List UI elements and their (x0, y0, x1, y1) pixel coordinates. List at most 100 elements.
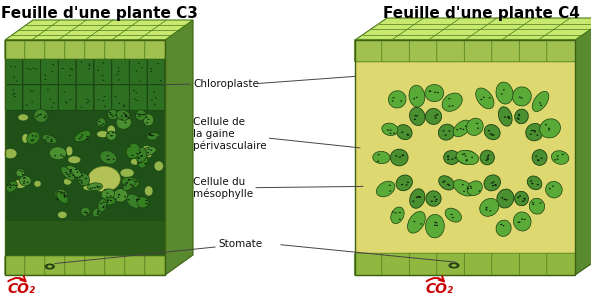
Ellipse shape (64, 196, 66, 197)
Ellipse shape (102, 80, 104, 81)
Polygon shape (575, 18, 591, 275)
Ellipse shape (137, 157, 139, 159)
Ellipse shape (137, 113, 139, 115)
Ellipse shape (99, 121, 100, 122)
Ellipse shape (137, 100, 138, 101)
Ellipse shape (80, 180, 83, 181)
Ellipse shape (492, 181, 495, 183)
Ellipse shape (465, 126, 467, 127)
Ellipse shape (125, 114, 126, 115)
Ellipse shape (111, 114, 113, 115)
Ellipse shape (447, 156, 449, 158)
Ellipse shape (429, 91, 431, 92)
Ellipse shape (44, 75, 46, 76)
Ellipse shape (136, 200, 138, 201)
Ellipse shape (484, 124, 500, 140)
FancyBboxPatch shape (410, 253, 438, 276)
Ellipse shape (532, 91, 549, 111)
Ellipse shape (103, 96, 105, 97)
Ellipse shape (106, 196, 108, 198)
Ellipse shape (138, 157, 139, 159)
Ellipse shape (147, 152, 149, 153)
Ellipse shape (118, 71, 120, 72)
Ellipse shape (152, 135, 154, 136)
Ellipse shape (485, 208, 488, 210)
Ellipse shape (527, 176, 542, 190)
Ellipse shape (151, 68, 152, 69)
Ellipse shape (393, 132, 395, 134)
FancyBboxPatch shape (125, 40, 145, 59)
Ellipse shape (471, 157, 473, 158)
Ellipse shape (108, 199, 109, 200)
Ellipse shape (86, 138, 89, 140)
Ellipse shape (72, 175, 74, 176)
Ellipse shape (141, 155, 143, 156)
Ellipse shape (453, 180, 474, 196)
Ellipse shape (434, 222, 436, 223)
Ellipse shape (413, 221, 415, 222)
Ellipse shape (145, 151, 152, 157)
Ellipse shape (44, 139, 47, 140)
Ellipse shape (66, 165, 82, 177)
Ellipse shape (470, 186, 472, 187)
Ellipse shape (487, 158, 489, 159)
Ellipse shape (484, 175, 501, 191)
Ellipse shape (392, 97, 395, 98)
Ellipse shape (512, 87, 531, 106)
Ellipse shape (118, 194, 121, 195)
Ellipse shape (34, 109, 48, 122)
Ellipse shape (102, 75, 103, 76)
Ellipse shape (507, 116, 509, 118)
Ellipse shape (426, 214, 444, 238)
Ellipse shape (505, 199, 508, 200)
Ellipse shape (503, 89, 505, 91)
Ellipse shape (147, 133, 160, 140)
Ellipse shape (102, 123, 104, 124)
Ellipse shape (532, 202, 534, 203)
Ellipse shape (30, 69, 31, 70)
Ellipse shape (449, 263, 459, 268)
Ellipse shape (487, 156, 489, 157)
Ellipse shape (128, 146, 131, 147)
Ellipse shape (434, 117, 437, 119)
Ellipse shape (136, 199, 138, 200)
Ellipse shape (87, 214, 89, 215)
Ellipse shape (485, 209, 488, 211)
Ellipse shape (134, 99, 136, 100)
Ellipse shape (416, 115, 418, 116)
Ellipse shape (101, 189, 115, 200)
FancyBboxPatch shape (547, 253, 576, 276)
Ellipse shape (64, 196, 66, 198)
Ellipse shape (68, 156, 80, 163)
Polygon shape (355, 18, 591, 40)
Ellipse shape (105, 189, 106, 190)
Ellipse shape (426, 191, 441, 206)
Ellipse shape (85, 178, 87, 179)
Ellipse shape (399, 212, 401, 213)
Ellipse shape (98, 210, 99, 211)
Ellipse shape (23, 183, 25, 184)
Ellipse shape (65, 172, 67, 173)
Ellipse shape (470, 188, 472, 189)
Ellipse shape (415, 197, 418, 198)
Ellipse shape (497, 189, 514, 208)
Ellipse shape (425, 84, 444, 102)
Ellipse shape (100, 203, 102, 204)
Ellipse shape (419, 197, 421, 198)
Ellipse shape (20, 176, 31, 186)
Ellipse shape (434, 115, 436, 116)
Ellipse shape (400, 100, 402, 102)
Ellipse shape (139, 162, 141, 163)
FancyBboxPatch shape (94, 59, 112, 84)
Ellipse shape (54, 155, 56, 157)
Ellipse shape (392, 100, 394, 102)
FancyBboxPatch shape (129, 85, 147, 110)
Ellipse shape (402, 154, 404, 156)
Ellipse shape (97, 213, 99, 214)
Ellipse shape (27, 68, 28, 69)
Ellipse shape (524, 199, 526, 200)
Ellipse shape (70, 68, 72, 69)
Ellipse shape (138, 199, 140, 200)
Ellipse shape (123, 180, 135, 191)
Ellipse shape (70, 169, 72, 170)
